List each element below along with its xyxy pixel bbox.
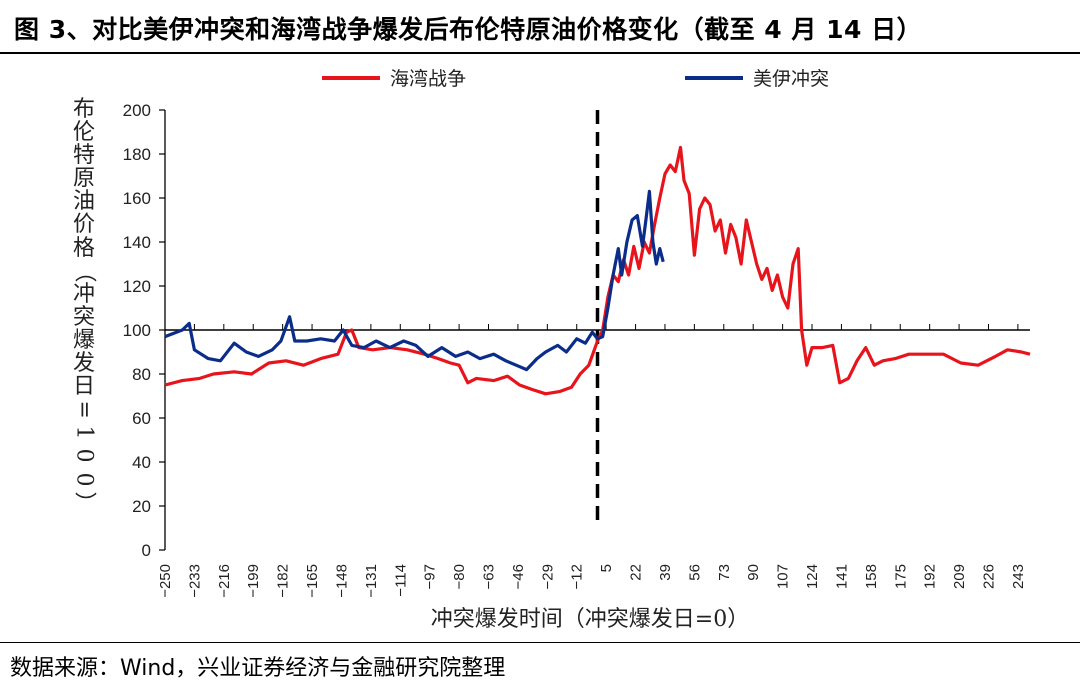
x-tick-label: −165 (304, 564, 321, 598)
page-title: 图 3、对比美伊冲突和海湾战争爆发后布伦特原油价格变化（截至 4 月 14 日） (14, 15, 923, 44)
x-tick-label: −182 (275, 564, 292, 598)
y-tick-label: 80 (132, 365, 151, 384)
x-tick-label: −29 (539, 564, 556, 589)
y-tick-label: 40 (132, 453, 151, 472)
x-tick-label: −12 (569, 564, 586, 589)
x-tick-label: −63 (481, 564, 498, 589)
y-tick-label: 60 (132, 409, 151, 428)
series-line-1 (164, 145, 1031, 396)
legend: 海湾战争 美伊冲突 (322, 68, 829, 90)
y-axis: 0 20 40 60 80 100 120 140 160 180 200 (123, 101, 166, 560)
y-tick-label: 120 (123, 277, 151, 296)
y-tick-label: 180 (123, 145, 151, 164)
x-tick-label: −199 (245, 564, 262, 598)
x-tick-label: −131 (363, 564, 380, 598)
legend-label-1: 海湾战争 (390, 68, 466, 90)
x-tick-label: −114 (392, 564, 409, 597)
x-tick-label: −250 (157, 564, 174, 598)
x-tick-label: 107 (775, 564, 792, 589)
x-tick-label: 192 (922, 564, 939, 589)
x-tick-label: −80 (451, 564, 468, 589)
title-divider (0, 52, 1080, 54)
x-tick-label: 243 (1010, 564, 1027, 589)
y-tick-label: 200 (123, 101, 151, 120)
y-tick-label: 100 (123, 321, 151, 340)
x-tick-label: −216 (216, 564, 233, 598)
x-tick-label: 73 (716, 564, 733, 581)
x-tick-label: 141 (833, 564, 850, 589)
x-tick-label: 22 (628, 564, 645, 581)
series-line-2 (164, 189, 665, 372)
x-tick-label: 90 (745, 564, 762, 581)
x-tick-label: 124 (804, 564, 821, 589)
x-tick-label: 5 (598, 564, 615, 572)
y-tick-label: 140 (123, 233, 151, 252)
source-note: 数据来源：Wind，兴业证券经济与金融研究院整理 (10, 656, 506, 681)
x-axis: −250 −233 −216 −199 −182 −165 −148 −131 −114 −97−… (157, 324, 1030, 598)
footer-divider (0, 642, 1080, 643)
x-tick-label: −148 (333, 564, 350, 598)
x-tick-label: 209 (951, 564, 968, 589)
chart: 0 20 40 60 80 100 120 140 160 180 200 −250 −233 −216… (123, 68, 1031, 598)
y-axis-title: 布伦特原油价格（冲突爆发日 = 1 0 0） (71, 97, 97, 514)
legend-label-2: 美伊冲突 (753, 68, 829, 90)
x-tick-label: 226 (980, 564, 997, 589)
x-tick-label: 158 (863, 564, 880, 589)
y-tick-label: 0 (142, 541, 151, 560)
y-tick-label: 20 (132, 497, 151, 516)
x-axis-title: 冲突爆发时间（冲突爆发日=0） (430, 607, 750, 632)
x-tick-label: −46 (510, 564, 527, 589)
x-tick-label: 56 (686, 564, 703, 581)
x-tick-label: −97 (422, 564, 439, 589)
x-tick-label: 39 (657, 564, 674, 581)
y-tick-label: 160 (123, 189, 151, 208)
x-tick-label: −233 (186, 564, 203, 598)
series-layer (164, 145, 1031, 396)
x-tick-label: 175 (892, 564, 909, 589)
